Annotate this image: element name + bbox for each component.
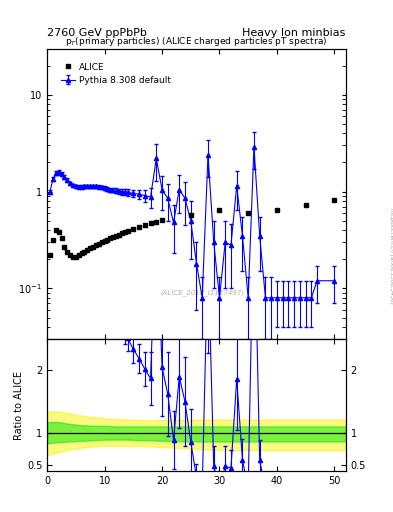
ALICE xyxy=(246,210,251,216)
Line: ALICE: ALICE xyxy=(48,198,337,260)
ALICE xyxy=(303,202,308,208)
ALICE xyxy=(142,222,147,228)
ALICE xyxy=(56,229,61,236)
ALICE xyxy=(108,235,113,241)
ALICE xyxy=(71,254,75,260)
Text: 2760 GeV ppPbPb: 2760 GeV ppPbPb xyxy=(47,28,147,38)
ALICE xyxy=(48,252,52,259)
ALICE xyxy=(188,211,193,218)
ALICE xyxy=(59,235,64,241)
ALICE xyxy=(111,234,116,240)
ALICE xyxy=(105,237,110,243)
ALICE xyxy=(125,228,130,234)
ALICE xyxy=(122,229,127,236)
ALICE xyxy=(94,242,98,248)
Title: p$_T$(primary particles) (ALICE charged particles pT spectra): p$_T$(primary particles) (ALICE charged … xyxy=(65,35,328,49)
ALICE xyxy=(88,245,93,251)
ALICE xyxy=(65,248,70,254)
ALICE xyxy=(85,247,90,253)
ALICE xyxy=(91,244,95,250)
ALICE xyxy=(73,254,78,260)
Legend: ALICE, Pythia 8.308 default: ALICE, Pythia 8.308 default xyxy=(58,59,175,89)
ALICE xyxy=(51,237,55,243)
ALICE xyxy=(154,219,159,225)
Text: Heavy Ion minbias: Heavy Ion minbias xyxy=(242,28,346,38)
ALICE xyxy=(119,230,124,237)
Y-axis label: Ratio to ALICE: Ratio to ALICE xyxy=(14,371,24,439)
ALICE xyxy=(332,197,337,203)
ALICE xyxy=(275,207,279,214)
ALICE xyxy=(76,252,81,259)
ALICE xyxy=(79,250,84,257)
ALICE xyxy=(160,217,164,223)
ALICE xyxy=(114,232,118,239)
ALICE xyxy=(62,244,67,250)
ALICE xyxy=(217,207,222,214)
ALICE xyxy=(117,231,121,238)
ALICE xyxy=(148,220,153,226)
ALICE xyxy=(68,252,72,259)
Text: (ALICE_2012_I1127497): (ALICE_2012_I1127497) xyxy=(160,289,244,296)
ALICE xyxy=(82,248,87,254)
Text: mcplots.cern.ch [arXiv:1306.3436]: mcplots.cern.ch [arXiv:1306.3436] xyxy=(389,208,393,304)
ALICE xyxy=(137,224,141,230)
ALICE xyxy=(99,239,104,245)
ALICE xyxy=(102,238,107,244)
ALICE xyxy=(53,227,58,233)
ALICE xyxy=(131,226,136,232)
ALICE xyxy=(97,241,101,247)
